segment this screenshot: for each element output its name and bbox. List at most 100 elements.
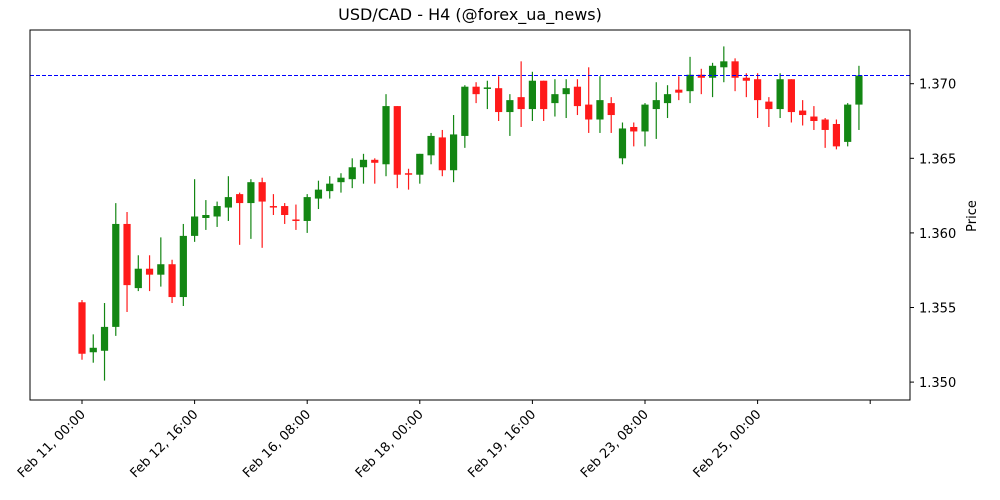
candle [754,73,762,119]
candle-body [134,268,142,289]
candle [844,103,852,147]
candle-body [191,216,199,236]
candle-body [585,104,593,120]
candle [799,100,807,126]
y-tick-label: 1.365 [919,152,956,167]
candle [269,194,278,215]
y-axis-label: Price [965,200,980,232]
candle [675,76,683,101]
candle-body [787,79,795,113]
candle-body [517,97,525,110]
candle [551,79,559,117]
candle-body [281,206,289,215]
candle-body [461,86,469,136]
candle-body [427,135,435,156]
candle [810,106,818,130]
candle [663,85,672,119]
candle-body [810,116,818,122]
candle [416,153,424,184]
candle [742,73,750,98]
candle-body [641,104,649,132]
candle-body [89,347,97,353]
chart-title: USD/CAD - H4 (@forex_ua_news) [338,5,602,24]
candle-body [112,223,120,327]
candle [247,179,255,239]
candle-body [224,197,232,208]
candle-body [292,219,300,221]
candle [562,79,570,119]
x-tick-label: Feb 23, 08:00 [578,407,652,481]
candle [832,119,841,150]
candle-body [213,206,221,217]
candle-body [416,153,424,175]
candle [787,79,795,123]
candle-body [686,74,694,92]
candle-body [393,106,401,175]
x-tick-label: Feb 19, 16:00 [465,407,539,481]
candle [326,176,334,199]
candle [157,237,165,287]
x-axis: Feb 11, 00:00 Feb 12, 16:00 Feb 16, 08:00 F… [15,400,871,481]
candle [348,158,356,189]
candle [236,192,244,245]
x-tick-label: Feb 11, 00:00 [15,407,89,481]
candle [449,115,458,183]
candle [78,300,86,360]
candle-body [157,264,165,275]
candle-body [168,264,176,298]
candle-body [742,77,750,81]
candle-body [754,79,762,101]
candle-body [472,86,480,95]
candle [337,173,345,193]
y-axis: 1.350 1.355 1.360 1.365 1.370 [910,78,956,391]
candle [179,223,187,307]
candle [281,203,289,224]
candle [292,204,300,230]
candle [89,334,97,363]
candle-body [607,103,615,116]
x-tick-label: Feb 16, 08:00 [240,407,314,481]
x-tick-label: Feb 12, 16:00 [128,407,202,481]
candle [461,85,469,148]
candle [393,106,401,189]
candle [213,201,221,227]
candle-body [663,94,672,104]
candle-body [776,79,784,110]
x-tick-label: Feb 18, 00:00 [353,407,427,481]
candle-body [855,75,863,105]
candle-body [145,268,154,275]
candle [697,68,705,95]
candle-body [562,88,570,95]
candle [483,80,491,110]
candle-body [179,235,187,298]
candle [573,79,582,116]
candle [314,180,323,210]
candle-body [483,87,491,89]
candle-body [236,194,244,204]
candle-body [359,159,368,168]
candle-body [844,104,852,142]
candle-body [371,159,379,163]
candle [776,73,784,119]
candle-body [247,182,255,204]
y-tick-label: 1.370 [919,78,956,93]
candle [202,200,210,230]
candle [731,58,739,92]
candle-body [314,189,323,199]
plot-area [29,29,911,401]
candle [821,118,829,148]
candle-body [540,80,548,110]
y-tick-label: 1.355 [919,302,956,317]
candle [495,76,503,122]
candle [100,303,109,381]
candle [630,122,638,147]
candle [134,255,142,292]
candle-body [720,61,728,68]
candle [652,82,660,139]
candle [517,61,525,127]
candle [123,212,131,312]
candle-body [708,65,717,78]
x-tick-label: Feb 25, 00:00 [691,407,765,481]
candle [371,158,379,184]
